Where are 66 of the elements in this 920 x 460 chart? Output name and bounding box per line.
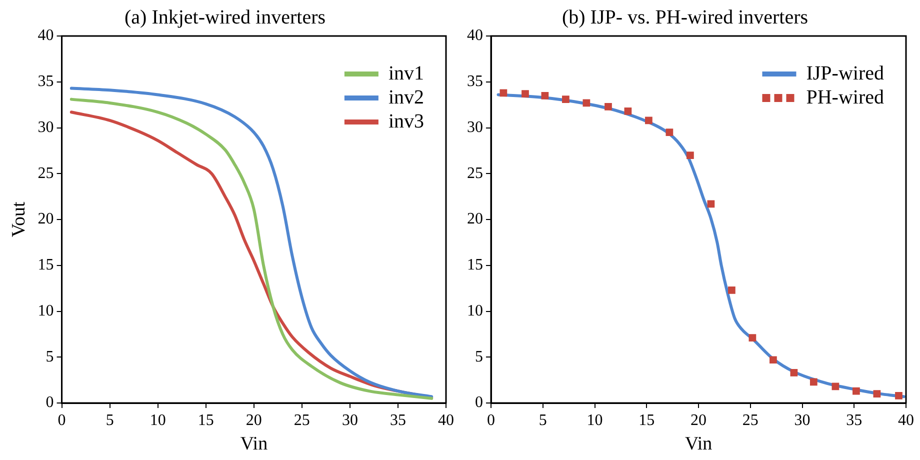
legend-label: inv2: [388, 86, 424, 108]
point: [728, 286, 736, 294]
y-tick-label: 20: [38, 210, 54, 228]
point: [645, 116, 652, 124]
x-tick-label: 10: [586, 412, 603, 429]
chart-title: (b) IJP- vs. PH-wired inverters: [562, 6, 808, 28]
point: [500, 89, 508, 97]
point: [686, 152, 694, 159]
point: [810, 378, 818, 386]
y-tick-label: 30: [38, 118, 54, 136]
x-tick-label: 20: [246, 412, 262, 429]
x-tick-label: 0: [487, 412, 495, 429]
point: [895, 392, 902, 400]
point: [604, 102, 612, 110]
y-tick-label: 15: [38, 256, 54, 274]
y-tick-label: 40: [38, 27, 54, 44]
y-tick-label: 10: [38, 302, 54, 320]
x-tick-label: 0: [58, 412, 66, 429]
y-tick-label: 35: [467, 73, 483, 90]
y-axis-title: Vout: [8, 201, 30, 238]
point: [541, 92, 549, 100]
point: [770, 356, 777, 364]
point: [748, 334, 756, 342]
point: [852, 387, 860, 395]
x-tick-label: 10: [150, 412, 166, 429]
x-tick-label: 5: [106, 412, 114, 429]
y-tick-label: 5: [475, 348, 483, 366]
x-axis-title: Vin: [240, 434, 268, 455]
x-tick-label: 15: [198, 412, 214, 429]
x-tick-label: 30: [794, 412, 810, 429]
y-tick-label: 0: [475, 394, 483, 412]
legend-label: IJP-wired: [806, 62, 884, 84]
y-tick-label: 5: [46, 348, 54, 366]
y-tick-label: 10: [467, 302, 483, 320]
chart-title: (a) Inkjet-wired inverters: [124, 6, 326, 28]
x-tick-label: 5: [538, 412, 547, 429]
point: [666, 128, 674, 136]
x-tick-label: 40: [898, 412, 914, 429]
point: [832, 382, 840, 390]
x-tick-label: 25: [294, 412, 310, 429]
y-tick-label: 25: [467, 164, 483, 182]
legend-label: inv3: [388, 110, 424, 132]
y-tick-label: 15: [467, 256, 483, 274]
point: [790, 369, 798, 376]
x-tick-label: 40: [438, 412, 454, 429]
y-tick-label: 20: [467, 210, 483, 228]
y-tick-label: 40: [467, 27, 483, 44]
point: [873, 390, 881, 398]
x-axis-title: Vin: [684, 434, 713, 455]
legend-label: inv1: [388, 62, 424, 84]
point: [562, 96, 570, 103]
legend-label: PH-wired: [806, 86, 884, 108]
point: [582, 99, 590, 107]
point: [707, 200, 715, 208]
x-tick-label: 25: [742, 412, 758, 429]
x-tick-label: 20: [690, 412, 706, 429]
point: [624, 108, 632, 115]
point: [522, 90, 529, 98]
y-tick-label: 35: [38, 73, 54, 90]
y-tick-label: 25: [38, 164, 54, 182]
x-tick-label: 35: [390, 412, 406, 429]
x-tick-label: 15: [638, 412, 655, 429]
y-tick-label: 0: [46, 394, 54, 412]
x-tick-label: 35: [846, 412, 862, 429]
y-tick-label: 30: [467, 118, 483, 136]
x-tick-label: 30: [342, 412, 358, 429]
